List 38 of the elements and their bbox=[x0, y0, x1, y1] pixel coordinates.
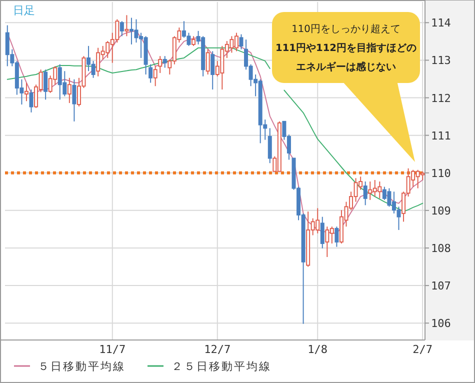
candlestick bbox=[148, 64, 153, 84]
chart-title: 日足 bbox=[13, 4, 35, 17]
candlestick bbox=[210, 50, 215, 90]
legend-label: ５日移動平均線 bbox=[38, 360, 126, 373]
candlestick bbox=[158, 56, 162, 74]
y-tick-label: 108 bbox=[431, 242, 451, 255]
candlestick bbox=[162, 56, 167, 68]
candlestick bbox=[363, 181, 368, 206]
annotation: 110円をしっかり超えて bbox=[292, 23, 400, 35]
candlestick bbox=[67, 77, 72, 104]
y-tick-label: 106 bbox=[431, 317, 451, 330]
candlestick bbox=[320, 216, 324, 249]
candlestick bbox=[124, 14, 129, 37]
candlestick bbox=[153, 66, 158, 87]
annotation: エネルギーは感じない bbox=[296, 61, 396, 73]
y-tick-label: 107 bbox=[431, 280, 451, 293]
candlestick bbox=[24, 82, 28, 102]
candlestick bbox=[239, 34, 244, 50]
candlestick bbox=[44, 69, 48, 100]
x-tick-label: 11/7 bbox=[99, 343, 126, 356]
y-tick-label: 111 bbox=[431, 129, 451, 142]
y-tick-label: 109 bbox=[431, 204, 451, 218]
candlestick bbox=[29, 89, 34, 113]
candlestick bbox=[268, 128, 272, 164]
candlestick bbox=[206, 48, 210, 75]
x-tick-label: 2/7 bbox=[412, 343, 433, 356]
y-tick-label: 112 bbox=[431, 92, 451, 105]
x-tick-label: 12/7 bbox=[204, 343, 231, 356]
candlestick bbox=[120, 20, 124, 37]
y-tick-label: 113 bbox=[431, 54, 451, 68]
x-tick-label: 1/8 bbox=[308, 343, 328, 356]
legend-label: ２５日移動平均線 bbox=[172, 360, 272, 373]
candlestick bbox=[192, 36, 196, 46]
annotation: 111円や112円を目指すほどの bbox=[276, 42, 416, 54]
candlestick bbox=[334, 226, 339, 248]
y-tick-label: 110 bbox=[431, 166, 451, 180]
candlestick bbox=[72, 78, 76, 122]
y-tick-label: 114 bbox=[431, 16, 452, 30]
